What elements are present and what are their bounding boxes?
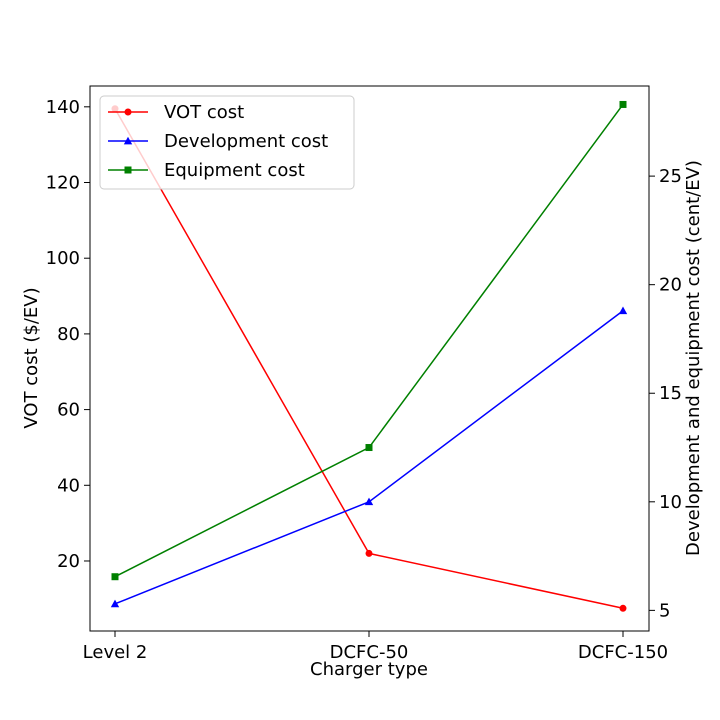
legend-marker-development-cost <box>123 136 133 145</box>
legend: VOT cost Development cost Equipment cost <box>99 95 355 190</box>
data-point-development-cost <box>110 599 120 608</box>
y-right-tick-label: 5 <box>659 600 670 621</box>
y-right-tick-label: 15 <box>659 383 682 404</box>
data-point-equipment-cost <box>365 444 373 452</box>
y-left-tick-label: 140 <box>46 97 80 118</box>
legend-marker-vot-cost <box>124 108 132 116</box>
x-axis: Level 2 DCFC-50 DCFC-150 <box>83 631 668 663</box>
x-tick-label: Level 2 <box>83 642 148 663</box>
data-point-equipment-cost <box>111 573 119 581</box>
x-axis-label: Charger type <box>310 659 428 680</box>
y-left-tick-label: 120 <box>46 173 80 194</box>
y-left-tick-label: 80 <box>57 324 80 345</box>
legend-label-vot-cost: VOT cost <box>164 102 244 123</box>
y-left-tick-label: 40 <box>57 475 80 496</box>
y-left-tick-label: 60 <box>57 400 80 421</box>
x-tick-label: DCFC-50 <box>330 642 409 663</box>
y-right-tick-label: 10 <box>659 492 682 513</box>
data-point-vot-cost <box>365 549 373 557</box>
y-axis-right: 5 10 15 20 25 <box>649 166 682 621</box>
y-axis-right-label: Development and equipment cost (cent/EV) <box>683 160 704 556</box>
legend-label-equipment-cost: Equipment cost <box>164 160 305 181</box>
y-axis-left-label: VOT cost ($/EV) <box>21 287 42 428</box>
y-right-tick-label: 20 <box>659 275 682 296</box>
y-left-tick-label: 20 <box>57 551 80 572</box>
series-equipment-cost <box>111 100 627 581</box>
legend-label-development-cost: Development cost <box>164 131 328 152</box>
data-point-equipment-cost <box>619 100 627 108</box>
legend-box <box>99 95 355 190</box>
y-right-tick-label: 25 <box>659 166 682 187</box>
x-tick-label: DCFC-150 <box>578 642 668 663</box>
y-left-tick-label: 100 <box>46 248 80 269</box>
y-axis-left: 20 40 60 80 100 120 140 <box>46 97 90 572</box>
series-development-cost <box>110 306 628 608</box>
data-point-development-cost <box>618 306 628 315</box>
data-point-development-cost <box>364 497 374 506</box>
data-point-vot-cost <box>619 604 627 612</box>
legend-marker-equipment-cost <box>124 166 132 174</box>
